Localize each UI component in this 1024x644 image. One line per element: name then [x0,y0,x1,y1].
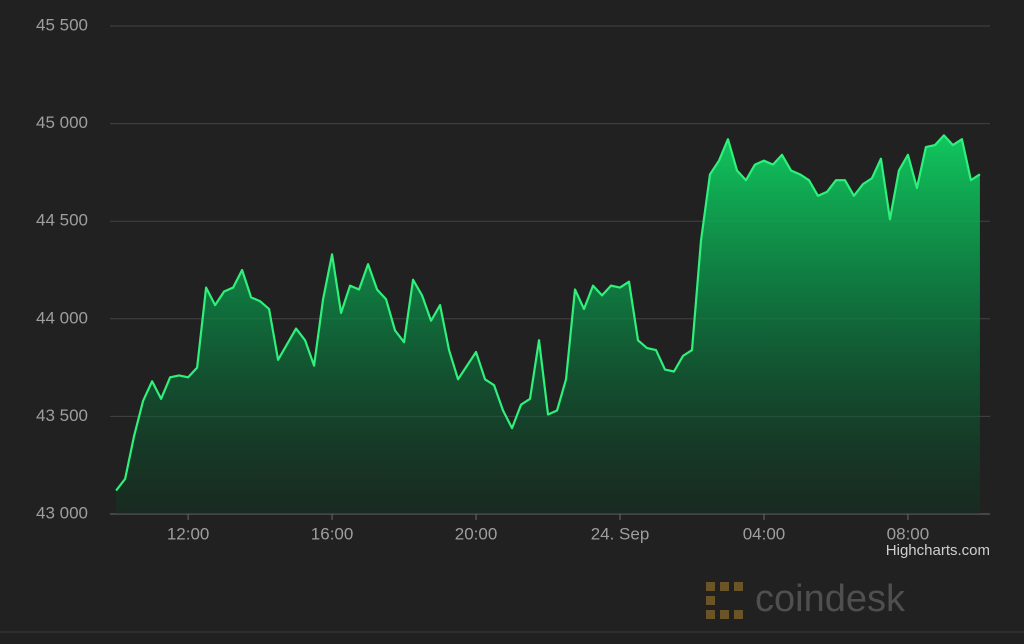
y-tick-label: 43 000 [36,503,88,522]
y-tick-label: 45 000 [36,113,88,132]
y-tick-label: 45 500 [36,15,88,34]
y-tick-label: 44 000 [36,308,88,327]
y-tick-label: 43 500 [36,406,88,425]
x-tick-label: 20:00 [455,524,498,543]
x-tick-label: 16:00 [311,524,354,543]
credits[interactable]: Highcharts.com [886,542,990,559]
watermark-text: coindesk [755,578,906,620]
x-tick-label: 04:00 [743,524,786,543]
y-tick-label: 44 500 [36,211,88,230]
x-tick-label: 24. Sep [591,524,650,543]
watermark-logo [706,582,743,619]
x-tick-label: 12:00 [167,524,210,543]
price-line [115,134,981,492]
area-fill [116,135,980,514]
x-tick-label: 08:00 [887,524,930,543]
